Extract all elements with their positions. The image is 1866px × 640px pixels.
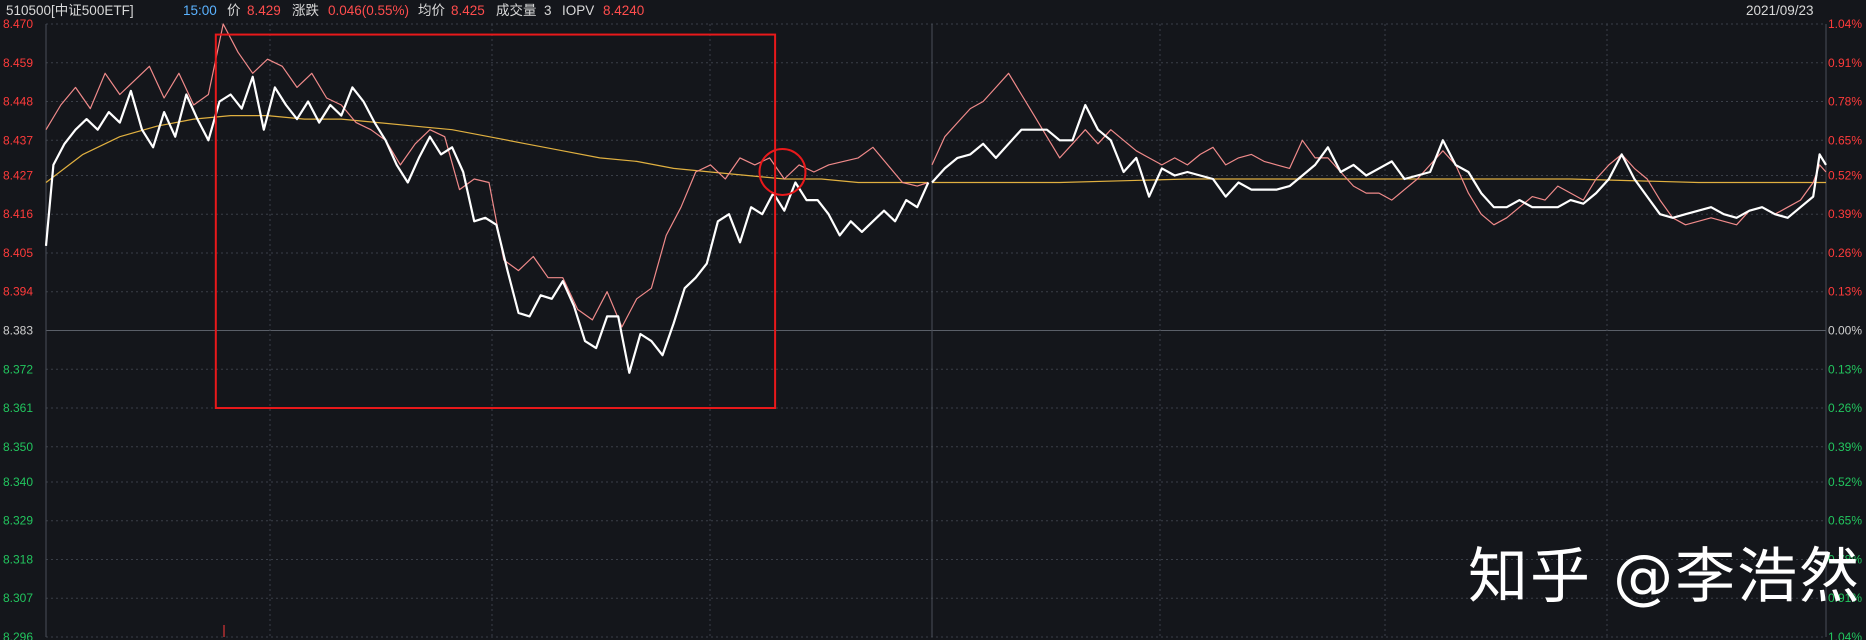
- y-tick-label-right: 0.91%: [1828, 591, 1862, 605]
- avg-price-line-pm: [932, 178, 1826, 184]
- annotation-box: [214, 33, 777, 410]
- watermark-text: 知乎 @李浩然: [1468, 542, 1862, 612]
- chart-header: 510500[中证500ETF] 15:00 价 8.429 涨跌 0.046(…: [0, 0, 1866, 22]
- y-tick-label-left: 8.372: [3, 362, 33, 376]
- y-tick-label-left: 8.329: [3, 514, 33, 528]
- annotation-circle: [758, 147, 807, 196]
- symbol-label: 510500[中证500ETF]: [6, 3, 134, 18]
- price-line: [44, 75, 930, 374]
- right-percent-axis: 1.04% 0.91% 0.78% 0.65% 0.52% 0.39% 0.26% 0.13%…: [1828, 17, 1862, 640]
- y-tick-label-left: 8.340: [3, 475, 33, 489]
- y-tick-label-left: 8.470: [3, 17, 33, 31]
- y-tick-label-left: 8.437: [3, 133, 33, 147]
- iopv-line-pm: [931, 72, 1827, 226]
- y-tick-label-right: 0.52%: [1828, 168, 1862, 182]
- iopv-line: [45, 23, 929, 328]
- y-tick-label-right: 0.26%: [1828, 246, 1862, 260]
- y-tick-label-right: 0.00%: [1828, 324, 1862, 338]
- change-value: 0.046(0.55%): [328, 3, 410, 18]
- y-tick-label-right: 0.13%: [1828, 285, 1862, 299]
- price-label: 价: [227, 3, 241, 18]
- y-tick-label-left: 8.383: [3, 324, 33, 338]
- y-tick-label-left: 8.416: [3, 207, 33, 221]
- date-label: 2021/09/23: [1746, 3, 1814, 18]
- series-group: [44, 23, 1827, 374]
- y-tick-label-right: 0.52%: [1828, 475, 1862, 489]
- annotations: [214, 33, 807, 410]
- price-line-pm: [931, 103, 1827, 219]
- avg-value: 8.425: [451, 3, 485, 18]
- y-tick-label-right: 0.39%: [1828, 440, 1862, 454]
- y-tick-label-left: 8.318: [3, 552, 33, 566]
- y-tick-label-right: 0.65%: [1828, 133, 1862, 147]
- grid: [45, 23, 1827, 638]
- time-value: 15:00: [183, 3, 217, 18]
- change-label: 涨跌: [292, 3, 319, 18]
- volume-label: 成交量: [496, 3, 537, 18]
- y-tick-label-right: 0.26%: [1828, 401, 1862, 415]
- y-tick-label-left: 8.307: [3, 591, 33, 605]
- y-tick-label-right: 0.78%: [1828, 552, 1862, 566]
- y-tick-label-left: 8.350: [3, 440, 33, 454]
- iopv-value: 8.4240: [603, 3, 645, 18]
- y-tick-label-right: 0.13%: [1828, 362, 1862, 376]
- y-tick-label-right: 1.04%: [1828, 630, 1862, 640]
- y-tick-label-left: 8.296: [3, 630, 33, 640]
- y-tick-label-left: 8.394: [3, 285, 33, 299]
- left-price-axis: 8.470 8.459 8.448 8.437 8.427 8.416 8.405 8.394…: [3, 17, 33, 640]
- y-tick-label-left: 8.427: [3, 168, 33, 182]
- price-value: 8.429: [247, 3, 281, 18]
- y-tick-label-right: 1.04%: [1828, 17, 1862, 31]
- y-tick-label-right: 0.78%: [1828, 95, 1862, 109]
- avg-label: 均价: [418, 3, 445, 18]
- volume-value: 3: [544, 3, 552, 18]
- y-tick-label-left: 8.361: [3, 401, 33, 415]
- y-tick-label-right: 0.65%: [1828, 514, 1862, 528]
- iopv-label: IOPV: [562, 3, 595, 18]
- y-tick-label-right: 0.91%: [1828, 56, 1862, 70]
- y-tick-label-right: 0.39%: [1828, 207, 1862, 221]
- y-tick-label-left: 8.459: [3, 56, 33, 70]
- y-tick-label-left: 8.448: [3, 95, 33, 109]
- y-tick-label-left: 8.405: [3, 246, 33, 260]
